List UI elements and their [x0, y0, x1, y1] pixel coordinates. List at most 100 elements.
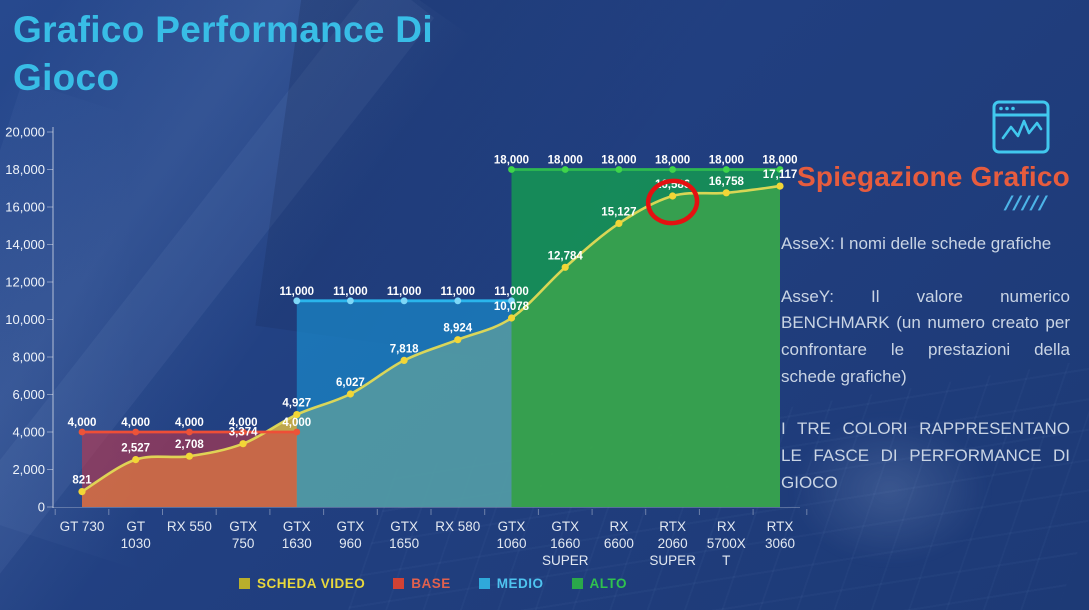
band-marker: [508, 297, 515, 305]
x-category-label: GTX 960: [337, 519, 365, 551]
legend-swatch: [571, 578, 583, 589]
data-point-label: 8,924: [443, 323, 472, 335]
band-marker: [78, 428, 86, 436]
chart-legend: SCHEDA VIDEO BASE MEDIO ALTO: [53, 576, 813, 591]
band-marker: [454, 297, 462, 305]
y-tick-label: 6,000: [12, 387, 45, 402]
band-medio: 11,000 11,000 11,000 11,000 11,000: [280, 286, 529, 305]
legend-label: BASE: [411, 576, 451, 591]
band-base: 4,000 4,000 4,000 4,000 4,000: [68, 417, 311, 436]
data-point-marker: [454, 336, 462, 344]
legend-label: SCHEDA VIDEO: [256, 576, 366, 591]
data-point-marker: [615, 219, 623, 227]
band-value-label: 18,000: [548, 155, 583, 167]
data-point-label: 7,818: [390, 343, 419, 355]
y-tick-label: 8,000: [12, 350, 45, 365]
data-point-marker: [400, 356, 408, 364]
y-tick-label: 18,000: [5, 162, 45, 177]
band-value-label: 4,000: [175, 417, 204, 429]
data-point-marker: [78, 488, 86, 496]
band-area-alto: [511, 169, 780, 507]
legend-item-scheda-video: SCHEDA VIDEO: [238, 576, 366, 591]
band-value-label: 18,000: [601, 155, 636, 167]
y-tick-label: 4,000: [12, 425, 45, 440]
page-title-line1: Grafico Performance Di: [13, 9, 433, 50]
x-category-label: RTX 2060 SUPER: [649, 519, 696, 568]
legend-item-alto: ALTO: [571, 576, 628, 591]
band-value-label: 4,000: [68, 417, 97, 429]
band-value-label: 11,000: [441, 286, 476, 298]
band-marker: [293, 428, 301, 436]
x-axis-labels: GT 730 GT 1030 RX 550 GTX 750 GTX 1630 GTX 960 GTX…: [60, 519, 795, 568]
y-tick-label: 2,000: [12, 462, 45, 477]
y-tick-label: 14,000: [5, 237, 45, 252]
y-tick-label: 0: [38, 500, 45, 515]
data-point-label: 2,527: [121, 443, 150, 455]
band-value-label: 4,000: [121, 417, 150, 429]
y-tick-label: 10,000: [5, 312, 45, 327]
data-point-label: 12,784: [548, 250, 584, 262]
data-point-label: 6,027: [336, 377, 365, 389]
band-value-label: 4,000: [229, 417, 258, 429]
legend-swatch: [393, 578, 405, 589]
x-category-label: RX 550: [167, 519, 212, 534]
data-point-marker: [722, 189, 730, 197]
data-point-label: 3,374: [229, 427, 258, 439]
legend-item-base: BASE: [393, 576, 451, 591]
data-point-marker: [239, 440, 247, 448]
x-category-label: RX 580: [435, 519, 480, 534]
data-point-label: 17,117: [763, 169, 798, 181]
band-marker: [722, 166, 730, 173]
band-marker: [400, 297, 408, 305]
data-point-marker: [561, 263, 569, 271]
legend-swatch: [238, 578, 250, 589]
x-category-label: RTX 3060: [765, 519, 795, 551]
band-marker: [347, 297, 354, 305]
y-axis: 0 2,000 4,000 6,000 8,000 10,000 12,000 14,000 1…: [5, 125, 54, 515]
slashes-decoration: /////: [1003, 193, 1050, 215]
data-point-label: 4,927: [282, 398, 311, 410]
band-value-label: 11,000: [494, 286, 529, 298]
y-tick-label: 16,000: [5, 200, 45, 215]
main-series-points: 821 2,527 2,708 3,374 4,927 6,027 7,818 8,924 10…: [72, 169, 798, 496]
legend-swatch: [478, 578, 490, 589]
band-value-label: 11,000: [280, 286, 315, 298]
band-marker: [508, 166, 515, 173]
band-value-label: 18,000: [762, 155, 797, 167]
band-marker: [132, 428, 140, 436]
x-axis-ticks: [54, 509, 808, 515]
data-point-label: 2,708: [175, 439, 204, 451]
band-value-label: 18,000: [709, 155, 744, 167]
data-point-marker: [669, 192, 677, 200]
band-marker: [669, 166, 676, 173]
x-category-label: GTX 1630: [282, 519, 312, 551]
band-alto: 18,000 18,000 18,000 18,000 18,000 18,000: [494, 155, 798, 173]
x-category-label: GTX 1660 SUPER: [542, 519, 589, 568]
x-category-label: RX 5700X T: [707, 519, 746, 568]
y-tick-label: 12,000: [5, 275, 45, 290]
data-point-marker: [293, 411, 301, 419]
data-point-marker: [346, 390, 354, 398]
main-series-line: [80, 184, 782, 493]
explanation-colors: I TRE COLORI RAPPRESENTANO LE FASCE DI P…: [781, 419, 1070, 492]
data-point-marker: [776, 182, 784, 190]
data-point-marker: [507, 314, 516, 322]
band-value-label: 4,000: [282, 417, 311, 429]
data-point-label: 821: [72, 475, 92, 487]
band-value-label: 18,000: [494, 155, 529, 167]
x-category-label: RX 6600: [604, 519, 634, 551]
band-value-label: 11,000: [387, 286, 422, 298]
explanation-axis-x: AsseX: I nomi delle schede grafiche: [781, 234, 1052, 253]
data-point-label: 15,127: [601, 206, 636, 218]
band-value-label: 11,000: [333, 286, 368, 298]
explanation-panel: Spiegazione Grafico ///// AsseX: I nomi …: [781, 100, 1070, 497]
explanation-axis-y: AsseY: Il valore numerico BENCHMARK (un …: [781, 286, 1070, 386]
x-category-label: GTX 1650: [389, 519, 419, 551]
band-value-label: 18,000: [655, 155, 690, 167]
band-marker: [615, 166, 623, 173]
data-point-label: 10,078: [494, 301, 530, 313]
data-point-marker: [185, 452, 193, 460]
legend-item-medio: MEDIO: [478, 576, 544, 591]
page-title: Grafico Performance Di Gioco: [13, 6, 573, 102]
